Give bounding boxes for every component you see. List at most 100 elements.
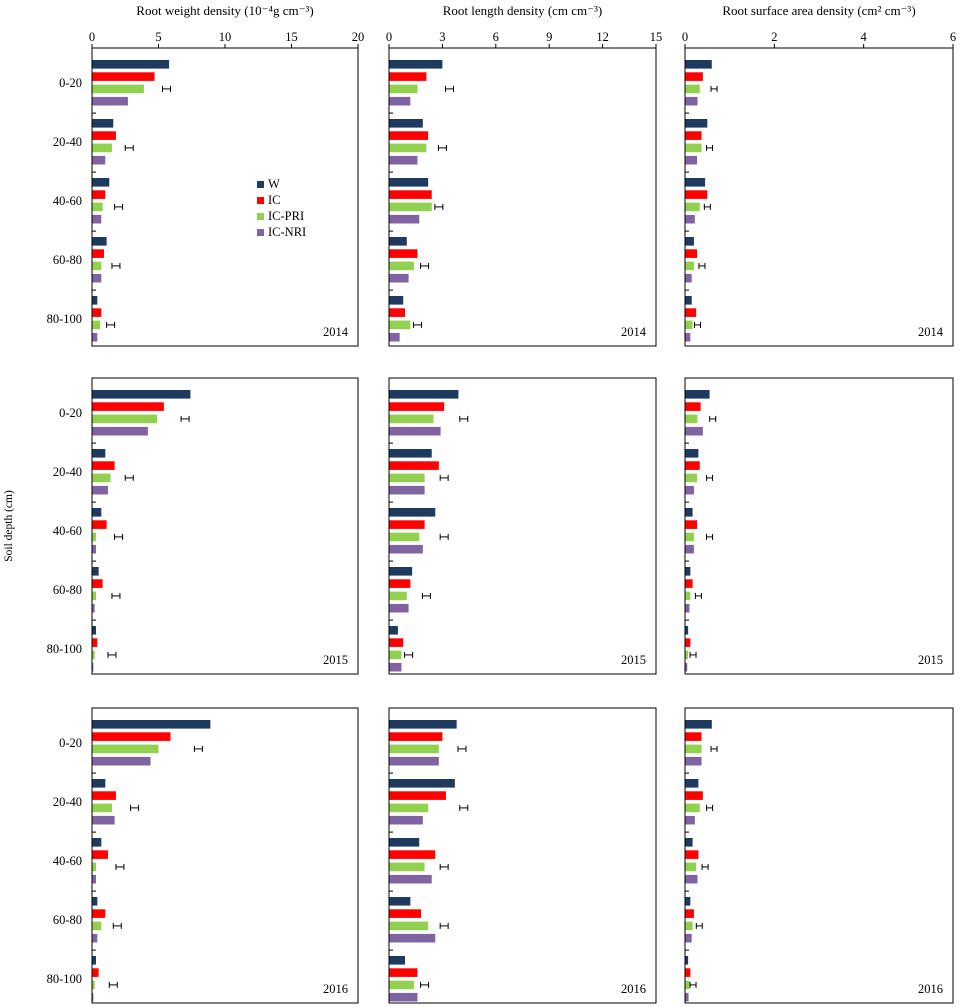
bar-ic-pri-0-20: [92, 744, 159, 754]
bar-ic-20-40: [92, 461, 115, 470]
bar-ic-pri-80-100: [685, 320, 693, 330]
bar-ic-20-40: [92, 791, 116, 800]
bar-ic-nri-20-40: [92, 485, 108, 495]
bar-w-80-100: [685, 296, 692, 305]
bar-w-60-80: [92, 567, 99, 576]
legend-label-ic-nri: IC-NRI: [268, 225, 306, 239]
bar-ic-60-80: [685, 579, 693, 588]
bar-w-60-80: [389, 897, 411, 906]
bar-ic-pri-40-60: [389, 532, 420, 542]
bar-w-40-60: [389, 508, 436, 517]
legend: W IC IC-PRI IC-NRI: [257, 177, 306, 239]
bar-ic-20-40: [389, 461, 439, 470]
bar-w-20-40: [92, 449, 106, 458]
legend-swatch-ic: [257, 197, 264, 204]
bar-w-40-60: [92, 178, 110, 187]
x-tick-label: 20: [352, 30, 365, 44]
category-label-0-20: 0-20: [59, 736, 82, 750]
bar-ic-pri-40-60: [92, 202, 103, 212]
category-label-60-80: 60-80: [53, 583, 82, 597]
year-label: 2016: [323, 982, 348, 996]
bar-ic-20-40: [92, 131, 116, 140]
bar-ic-pri-60-80: [685, 591, 691, 601]
bar-ic-nri-0-20: [92, 96, 128, 106]
x-tick-label: 0: [89, 30, 95, 44]
legend-swatch-ic-nri: [257, 229, 264, 236]
bar-ic-0-20: [92, 732, 171, 741]
legend-label-ic-pri: IC-PRI: [268, 209, 304, 223]
bar-ic-40-60: [389, 190, 432, 199]
bar-ic-nri-80-100: [685, 992, 689, 1002]
panel-root-length-density-2015: 2015: [388, 377, 657, 675]
panel-root-length-density-2014: 2014: [388, 47, 657, 347]
bar-ic-pri-0-20: [685, 84, 700, 94]
bar-ic-40-60: [389, 520, 425, 529]
bar-ic-pri-20-40: [685, 143, 702, 153]
y-axis-label: Soil depth (cm): [3, 490, 15, 562]
bar-ic-pri-80-100: [92, 650, 95, 660]
bar-ic-pri-80-100: [389, 320, 411, 330]
bar-w-40-60: [685, 508, 693, 517]
bar-ic-nri-0-20: [92, 756, 151, 766]
bar-ic-nri-20-40: [685, 815, 695, 825]
bar-ic-40-60: [92, 520, 107, 529]
legend-swatch-w: [257, 181, 264, 188]
panel-frame: [684, 47, 954, 347]
panel-root-surface-area-density-2014: 2014: [684, 47, 954, 347]
bar-ic-nri-40-60: [685, 214, 695, 224]
bar-ic-pri-20-40: [685, 803, 700, 813]
bar-ic-pri-0-20: [389, 414, 434, 424]
bar-ic-40-60: [685, 520, 698, 529]
x-tick-label: 5: [155, 30, 161, 44]
bar-ic-nri-40-60: [389, 214, 420, 224]
bar-ic-nri-60-80: [685, 273, 692, 283]
bar-ic-pri-40-60: [685, 202, 700, 212]
bar-ic-20-40: [389, 131, 429, 140]
category-label-80-100: 80-100: [47, 642, 82, 656]
bar-w-20-40: [389, 449, 432, 458]
bar-ic-pri-20-40: [92, 473, 111, 483]
bar-ic-pri-60-80: [685, 261, 694, 271]
bar-ic-pri-60-80: [389, 591, 407, 601]
bar-ic-nri-0-20: [685, 96, 698, 106]
bar-w-60-80: [685, 897, 691, 906]
bar-ic-nri-20-40: [389, 485, 425, 495]
panel-root-surface-area-density-2016: 2016: [684, 707, 954, 1004]
category-label-0-20: 0-20: [59, 406, 82, 420]
x-tick-label: 2: [771, 30, 777, 44]
bar-ic-nri-80-100: [685, 332, 691, 342]
bar-ic-60-80: [389, 909, 422, 918]
bar-ic-pri-40-60: [389, 202, 432, 212]
x-tick-label: 4: [861, 30, 868, 44]
bar-w-60-80: [685, 237, 694, 246]
panel-root-surface-area-density-2015: 2015: [684, 377, 954, 675]
bar-ic-nri-80-100: [389, 662, 402, 672]
bar-ic-20-40: [685, 791, 703, 800]
bar-ic-pri-80-100: [685, 650, 689, 660]
bar-ic-nri-60-80: [92, 933, 98, 943]
bar-ic-nri-20-40: [92, 815, 115, 825]
legend-label-ic: IC: [268, 193, 281, 207]
bar-ic-0-20: [389, 732, 443, 741]
bar-ic-pri-80-100: [92, 980, 95, 990]
category-label-60-80: 60-80: [53, 913, 82, 927]
category-label-40-60: 40-60: [53, 194, 82, 208]
panel-root-weight-density-2014: 0-20 20-40 40-60 60-80 80-100 2014: [47, 47, 359, 347]
bar-ic-nri-40-60: [92, 214, 102, 224]
legend-label-w: W: [268, 177, 280, 191]
panel-frame: [91, 707, 359, 1004]
category-label-40-60: 40-60: [53, 854, 82, 868]
bar-ic-pri-40-60: [92, 532, 96, 542]
bar-ic-pri-0-20: [685, 414, 698, 424]
bar-ic-0-20: [389, 402, 445, 411]
category-label-20-40: 20-40: [53, 795, 82, 809]
bar-w-60-80: [685, 567, 691, 576]
bar-ic-60-80: [685, 909, 694, 918]
bar-w-40-60: [92, 508, 102, 517]
x-tick-label: 15: [650, 30, 663, 44]
bar-ic-pri-20-40: [92, 143, 112, 153]
x-tick-label: 6: [493, 30, 499, 44]
bar-w-40-60: [92, 838, 102, 847]
panel-frame: [684, 377, 954, 675]
bar-w-80-100: [92, 956, 96, 965]
